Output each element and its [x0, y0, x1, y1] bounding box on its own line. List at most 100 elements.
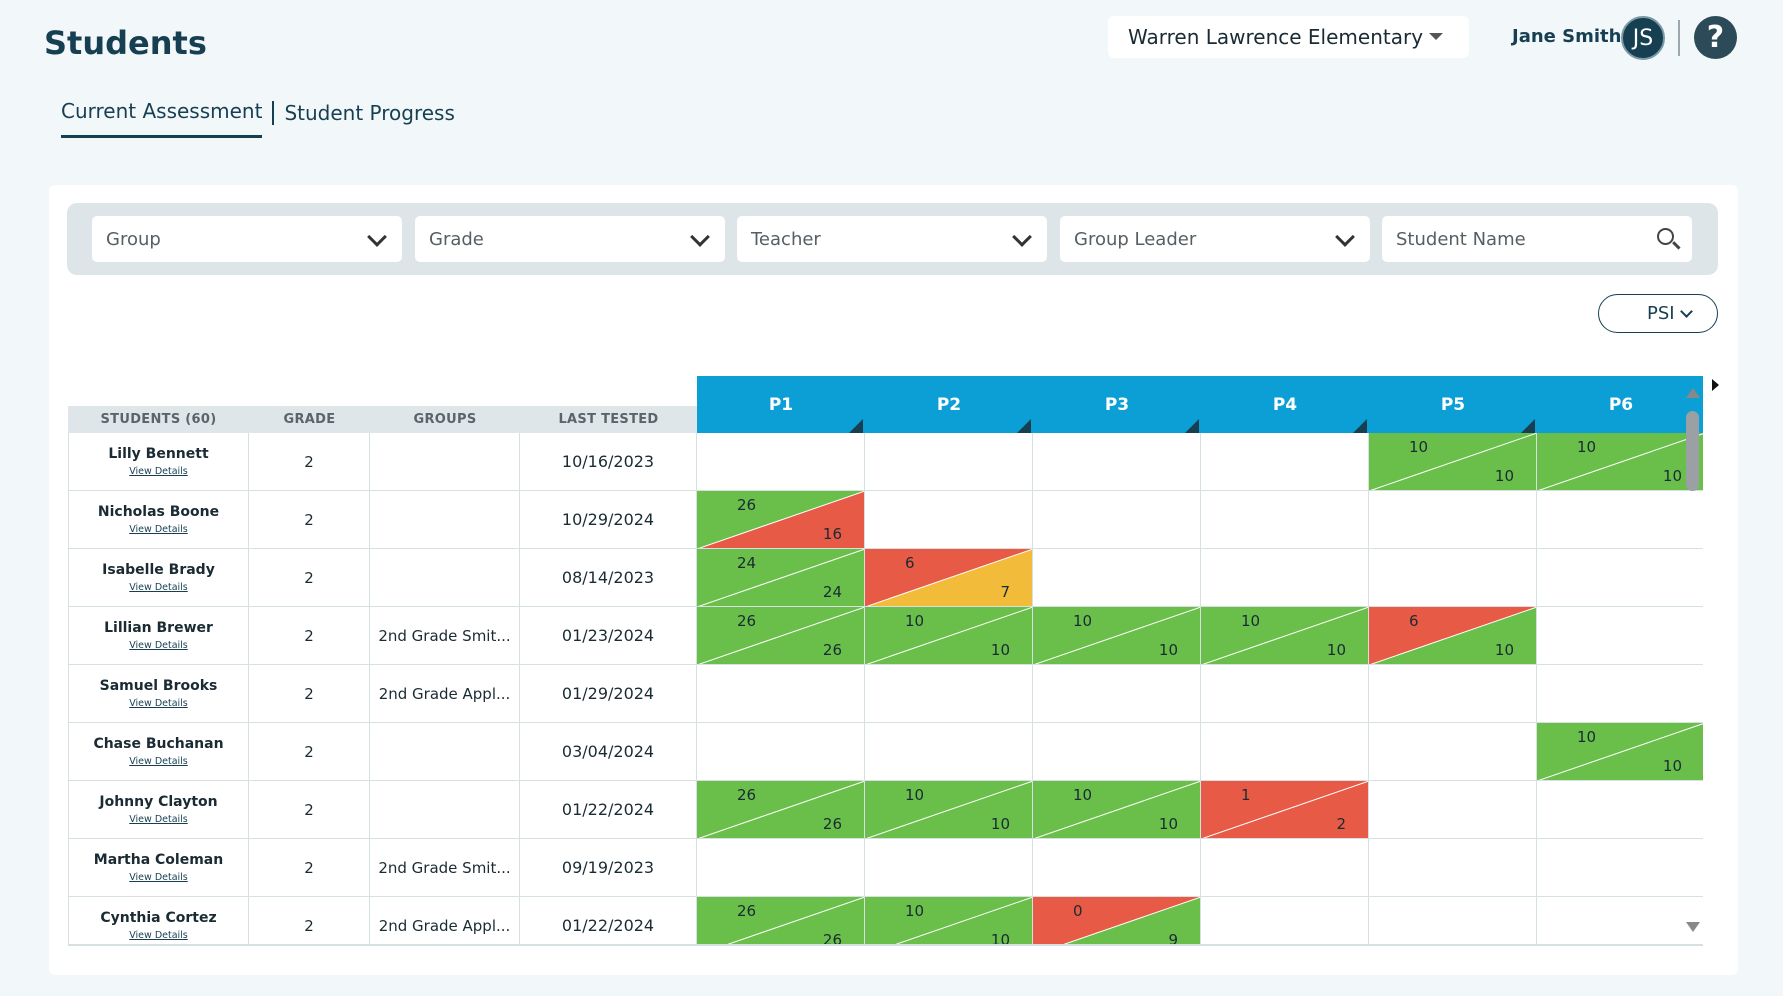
- score-split-graphic: [697, 549, 864, 606]
- score-cell-p2[interactable]: 10 10: [865, 607, 1033, 665]
- groups-value: 2nd Grade Appl...: [378, 684, 511, 703]
- final-score: 10: [1662, 467, 1682, 485]
- view-details-link[interactable]: View Details: [129, 466, 188, 477]
- name-cell: Johnny Clayton View Details: [68, 781, 249, 839]
- score-cell-p2: [865, 665, 1033, 723]
- scrollbar-thumb[interactable]: [1686, 411, 1699, 491]
- split-line: [1202, 607, 1368, 664]
- group-leader-filter[interactable]: Group Leader: [1060, 216, 1370, 262]
- view-details-link[interactable]: View Details: [129, 582, 188, 593]
- tab-current-assessment[interactable]: Current Assessment: [61, 99, 263, 138]
- view-details-link[interactable]: View Details: [129, 814, 188, 825]
- grade-value: 2: [304, 800, 314, 819]
- view-details-link[interactable]: View Details: [129, 930, 188, 941]
- school-select[interactable]: Warren Lawrence Elementary: [1108, 16, 1469, 58]
- score-cell-p3[interactable]: 10 10: [1033, 607, 1201, 665]
- grade-cell: 2: [249, 607, 370, 665]
- score-split-graphic: [1033, 781, 1200, 838]
- avatar[interactable]: JS: [1621, 16, 1665, 60]
- final-score: 10: [1494, 641, 1514, 659]
- score-cell-p1[interactable]: 26 26: [697, 607, 865, 665]
- initial-score: 10: [1409, 438, 1429, 456]
- header-groups[interactable]: GROUPS: [413, 412, 477, 427]
- corner-notch-icon: [1017, 419, 1031, 433]
- grade-value: 2: [304, 568, 314, 587]
- student-name-search[interactable]: Student Name: [1382, 216, 1692, 262]
- score-cell-p2[interactable]: 10 10: [865, 897, 1033, 945]
- chevron-down-icon: [1012, 227, 1032, 247]
- score-cell-p5[interactable]: 6 10: [1369, 607, 1537, 665]
- scroll-down-icon[interactable]: [1686, 922, 1700, 932]
- score-cell-p6[interactable]: 10 10: [1537, 433, 1703, 491]
- score-cell-p1[interactable]: 26 26: [697, 781, 865, 839]
- view-details-link[interactable]: View Details: [129, 640, 188, 651]
- split-line: [724, 897, 864, 945]
- score-cell-p5[interactable]: 10 10: [1369, 433, 1537, 491]
- tab-student-progress[interactable]: Student Progress: [284, 100, 455, 125]
- score-cell-p3: [1033, 839, 1201, 897]
- score-split-graphic: [865, 549, 1032, 606]
- period-header-p6[interactable]: P6: [1608, 394, 1634, 415]
- assessment-table: STUDENTS (60) GRADE GROUPS LAST TESTED P…: [68, 376, 1703, 945]
- teacher-filter[interactable]: Teacher: [737, 216, 1047, 262]
- period-header-p5[interactable]: P5: [1369, 376, 1537, 433]
- score-cell-p4[interactable]: 10 10: [1201, 607, 1369, 665]
- grade-filter[interactable]: Grade: [415, 216, 725, 262]
- last-tested-value: 03/04/2024: [561, 742, 655, 761]
- corner-notch-icon: [849, 419, 863, 433]
- score-cell-p2[interactable]: 10 10: [865, 781, 1033, 839]
- student-name-placeholder: Student Name: [1396, 228, 1526, 250]
- last-tested-cell: 03/04/2024: [520, 723, 697, 781]
- period-header-p1[interactable]: P1: [697, 376, 865, 433]
- initial-score: 6: [905, 554, 915, 572]
- header-last-tested[interactable]: LAST TESTED: [558, 412, 659, 427]
- header-grade[interactable]: GRADE: [283, 412, 336, 427]
- last-tested-value: 01/29/2024: [561, 684, 655, 703]
- scroll-right-icon[interactable]: [1712, 379, 1719, 391]
- final-score: 10: [1494, 467, 1514, 485]
- scroll-up-icon[interactable]: [1686, 388, 1700, 398]
- period-header-p3[interactable]: P3: [1033, 376, 1201, 433]
- score-cell-p1[interactable]: 26 26: [697, 897, 865, 945]
- final-score: 26: [822, 931, 842, 945]
- last-tested-cell: 01/23/2024: [520, 607, 697, 665]
- score-cell-p1: [697, 665, 865, 723]
- score-split-graphic: [865, 781, 1032, 838]
- chevron-down-icon: [367, 227, 387, 247]
- score-cell-p1[interactable]: 26 16: [697, 491, 865, 549]
- score-split-graphic: [1201, 607, 1368, 664]
- table-row: Isabelle Brady View Details 2 08/14/2023 24 2…: [68, 549, 1703, 607]
- score-cell-p6[interactable]: 10 10: [1537, 723, 1703, 781]
- group-filter[interactable]: Group: [92, 216, 402, 262]
- period-header-p4[interactable]: P4: [1201, 376, 1369, 433]
- last-tested-value: 09/19/2023: [561, 858, 655, 877]
- final-score: 2: [1336, 815, 1346, 833]
- period-header-p2[interactable]: P2: [865, 376, 1033, 433]
- name-cell: Samuel Brooks View Details: [68, 665, 249, 723]
- view-details-link[interactable]: View Details: [129, 872, 188, 883]
- view-details-link[interactable]: View Details: [129, 698, 188, 709]
- score-split-graphic: [697, 781, 864, 838]
- final-score: 10: [990, 931, 1010, 945]
- school-select-value: Warren Lawrence Elementary: [1128, 25, 1424, 49]
- score-split-graphic: [1201, 781, 1368, 838]
- score-cell-p3[interactable]: 10 10: [1033, 781, 1201, 839]
- last-tested-cell: 01/22/2024: [520, 897, 697, 945]
- split-line: [1370, 433, 1536, 490]
- grade-value: 2: [304, 916, 314, 935]
- split-line: [1034, 781, 1200, 838]
- header-students[interactable]: STUDENTS (60): [100, 412, 217, 427]
- score-cell-p4: [1201, 665, 1369, 723]
- score-split-graphic: [1369, 433, 1536, 490]
- score-cell-p1[interactable]: 24 24: [697, 549, 865, 607]
- groups-cell: [370, 433, 520, 491]
- help-icon[interactable]: ?: [1694, 16, 1737, 59]
- view-details-link[interactable]: View Details: [129, 756, 188, 767]
- score-cell-p5: [1369, 723, 1537, 781]
- view-details-link[interactable]: View Details: [129, 524, 188, 535]
- search-icon[interactable]: [1657, 228, 1674, 245]
- measure-select[interactable]: PSI: [1598, 294, 1718, 333]
